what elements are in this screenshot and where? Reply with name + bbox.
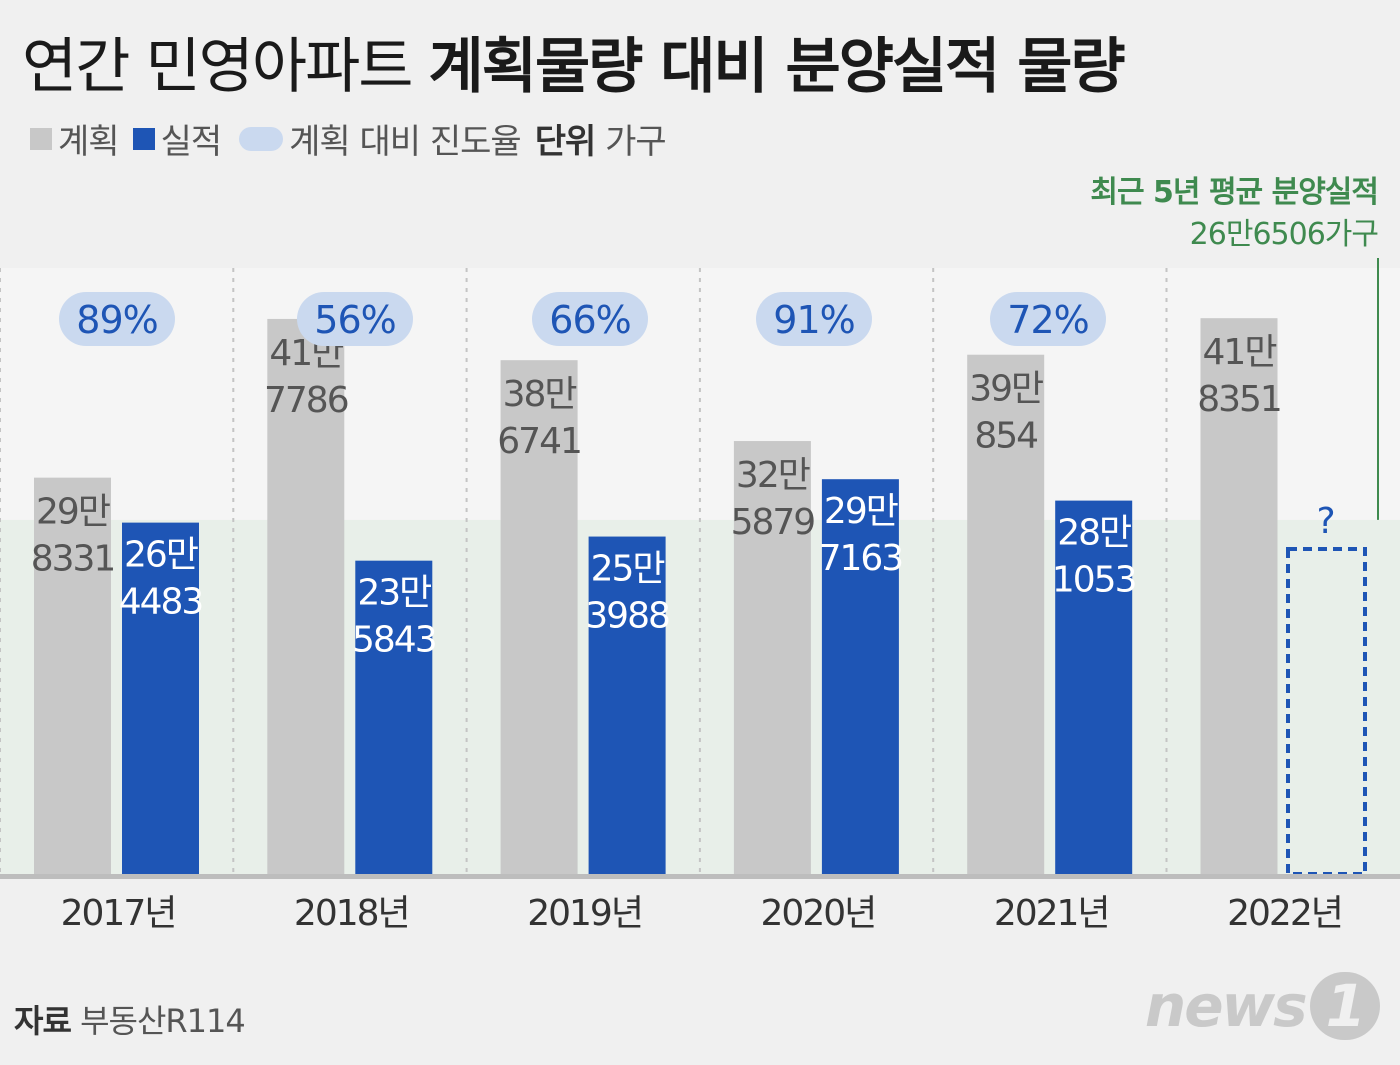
actual-bar-label: 1053	[1052, 560, 1136, 601]
x-tick-label: 2019년	[527, 893, 642, 934]
legend-plan: 계획	[30, 114, 120, 163]
plan-bar-label: 32만	[736, 455, 810, 496]
plan-bar	[500, 360, 578, 874]
plan-bar-label: 38만	[503, 374, 577, 415]
actual-bar	[355, 560, 433, 874]
actual-bar	[1055, 500, 1133, 874]
x-tick-label: 2021년	[994, 893, 1109, 934]
legend-rate-swatch	[239, 126, 284, 151]
legend-plan-swatch	[30, 127, 52, 150]
chart-title: 연간 민영아파트 계획물량 대비 분양실적 물량	[22, 32, 1126, 102]
x-tick-label: 2017년	[61, 893, 176, 934]
legend-rate: 계획 대비 진도율	[235, 114, 522, 163]
legend-rate-label: 계획 대비 진도율	[289, 122, 522, 162]
actual-bar	[588, 536, 666, 874]
projected-actual-label: ?	[1316, 501, 1335, 542]
x-tick-label: 2022년	[1227, 893, 1342, 934]
rate-label: 66%	[549, 298, 630, 342]
legend-actual: 실적	[132, 114, 223, 163]
rate-label: 56%	[314, 298, 395, 342]
plan-bar-label: 5879	[731, 502, 815, 543]
rate-label: 89%	[76, 298, 157, 342]
actual-bar-label: 23만	[357, 573, 431, 614]
actual-bar-label: 4483	[119, 582, 203, 623]
actual-bar-label: 3988	[585, 596, 669, 637]
actual-bar	[821, 479, 899, 874]
rate-pill	[59, 292, 175, 346]
rate-pill	[990, 292, 1106, 346]
actual-bar-label: 26만	[124, 535, 198, 576]
plan-bar-label: 6741	[497, 421, 581, 462]
actual-bar-label: 25만	[591, 549, 665, 590]
legend-actual-swatch	[132, 127, 155, 150]
actual-bar-label: 7163	[819, 538, 903, 579]
x-tick-label: 2020년	[761, 893, 876, 934]
rate-pill	[532, 292, 648, 346]
plan-bar-label: 29만	[36, 492, 110, 533]
unit-label: 단위 가구	[534, 122, 667, 162]
plan-bar-label: 39만	[969, 369, 1043, 410]
plan-bar	[267, 318, 345, 874]
legend-plan-label: 계획	[58, 122, 120, 162]
x-tick-label: 2018년	[294, 893, 409, 934]
plan-bar	[1200, 318, 1278, 875]
rate-label: 91%	[773, 298, 854, 342]
average-value: 26만6506가구	[1189, 217, 1379, 252]
rate-label: 72%	[1007, 298, 1088, 342]
average-annotation: 최근 5년 평균 분양실적 26만6506가구	[1090, 172, 1379, 256]
source: 자료 부동산R114	[14, 1002, 246, 1040]
rate-pill	[756, 292, 872, 346]
baseline	[0, 874, 1400, 879]
plan-bar-label: 8351	[1197, 379, 1281, 420]
plan-bar-label: 8331	[31, 539, 115, 580]
actual-bar	[122, 522, 199, 874]
actual-bar-label: 29만	[824, 491, 898, 532]
news1-logo: news 1	[1145, 972, 1380, 1040]
plan-bar	[733, 441, 811, 874]
plan-bar	[34, 477, 111, 874]
plan-bar-label: 41만	[1203, 332, 1277, 373]
plan-bar	[967, 354, 1045, 874]
actual-bar-label: 28만	[1057, 513, 1131, 554]
legend-actual-label: 실적	[160, 122, 223, 162]
plan-bar-label: 854	[974, 416, 1037, 457]
actual-bar-label: 5843	[352, 620, 436, 661]
plan-bar-label: 7786	[264, 380, 348, 421]
legend: 계획 실적 계획 대비 진도율 단위 가구	[30, 114, 680, 163]
average-label: 최근 5년 평균 분양실적	[1090, 175, 1379, 210]
rate-pill	[297, 292, 413, 346]
